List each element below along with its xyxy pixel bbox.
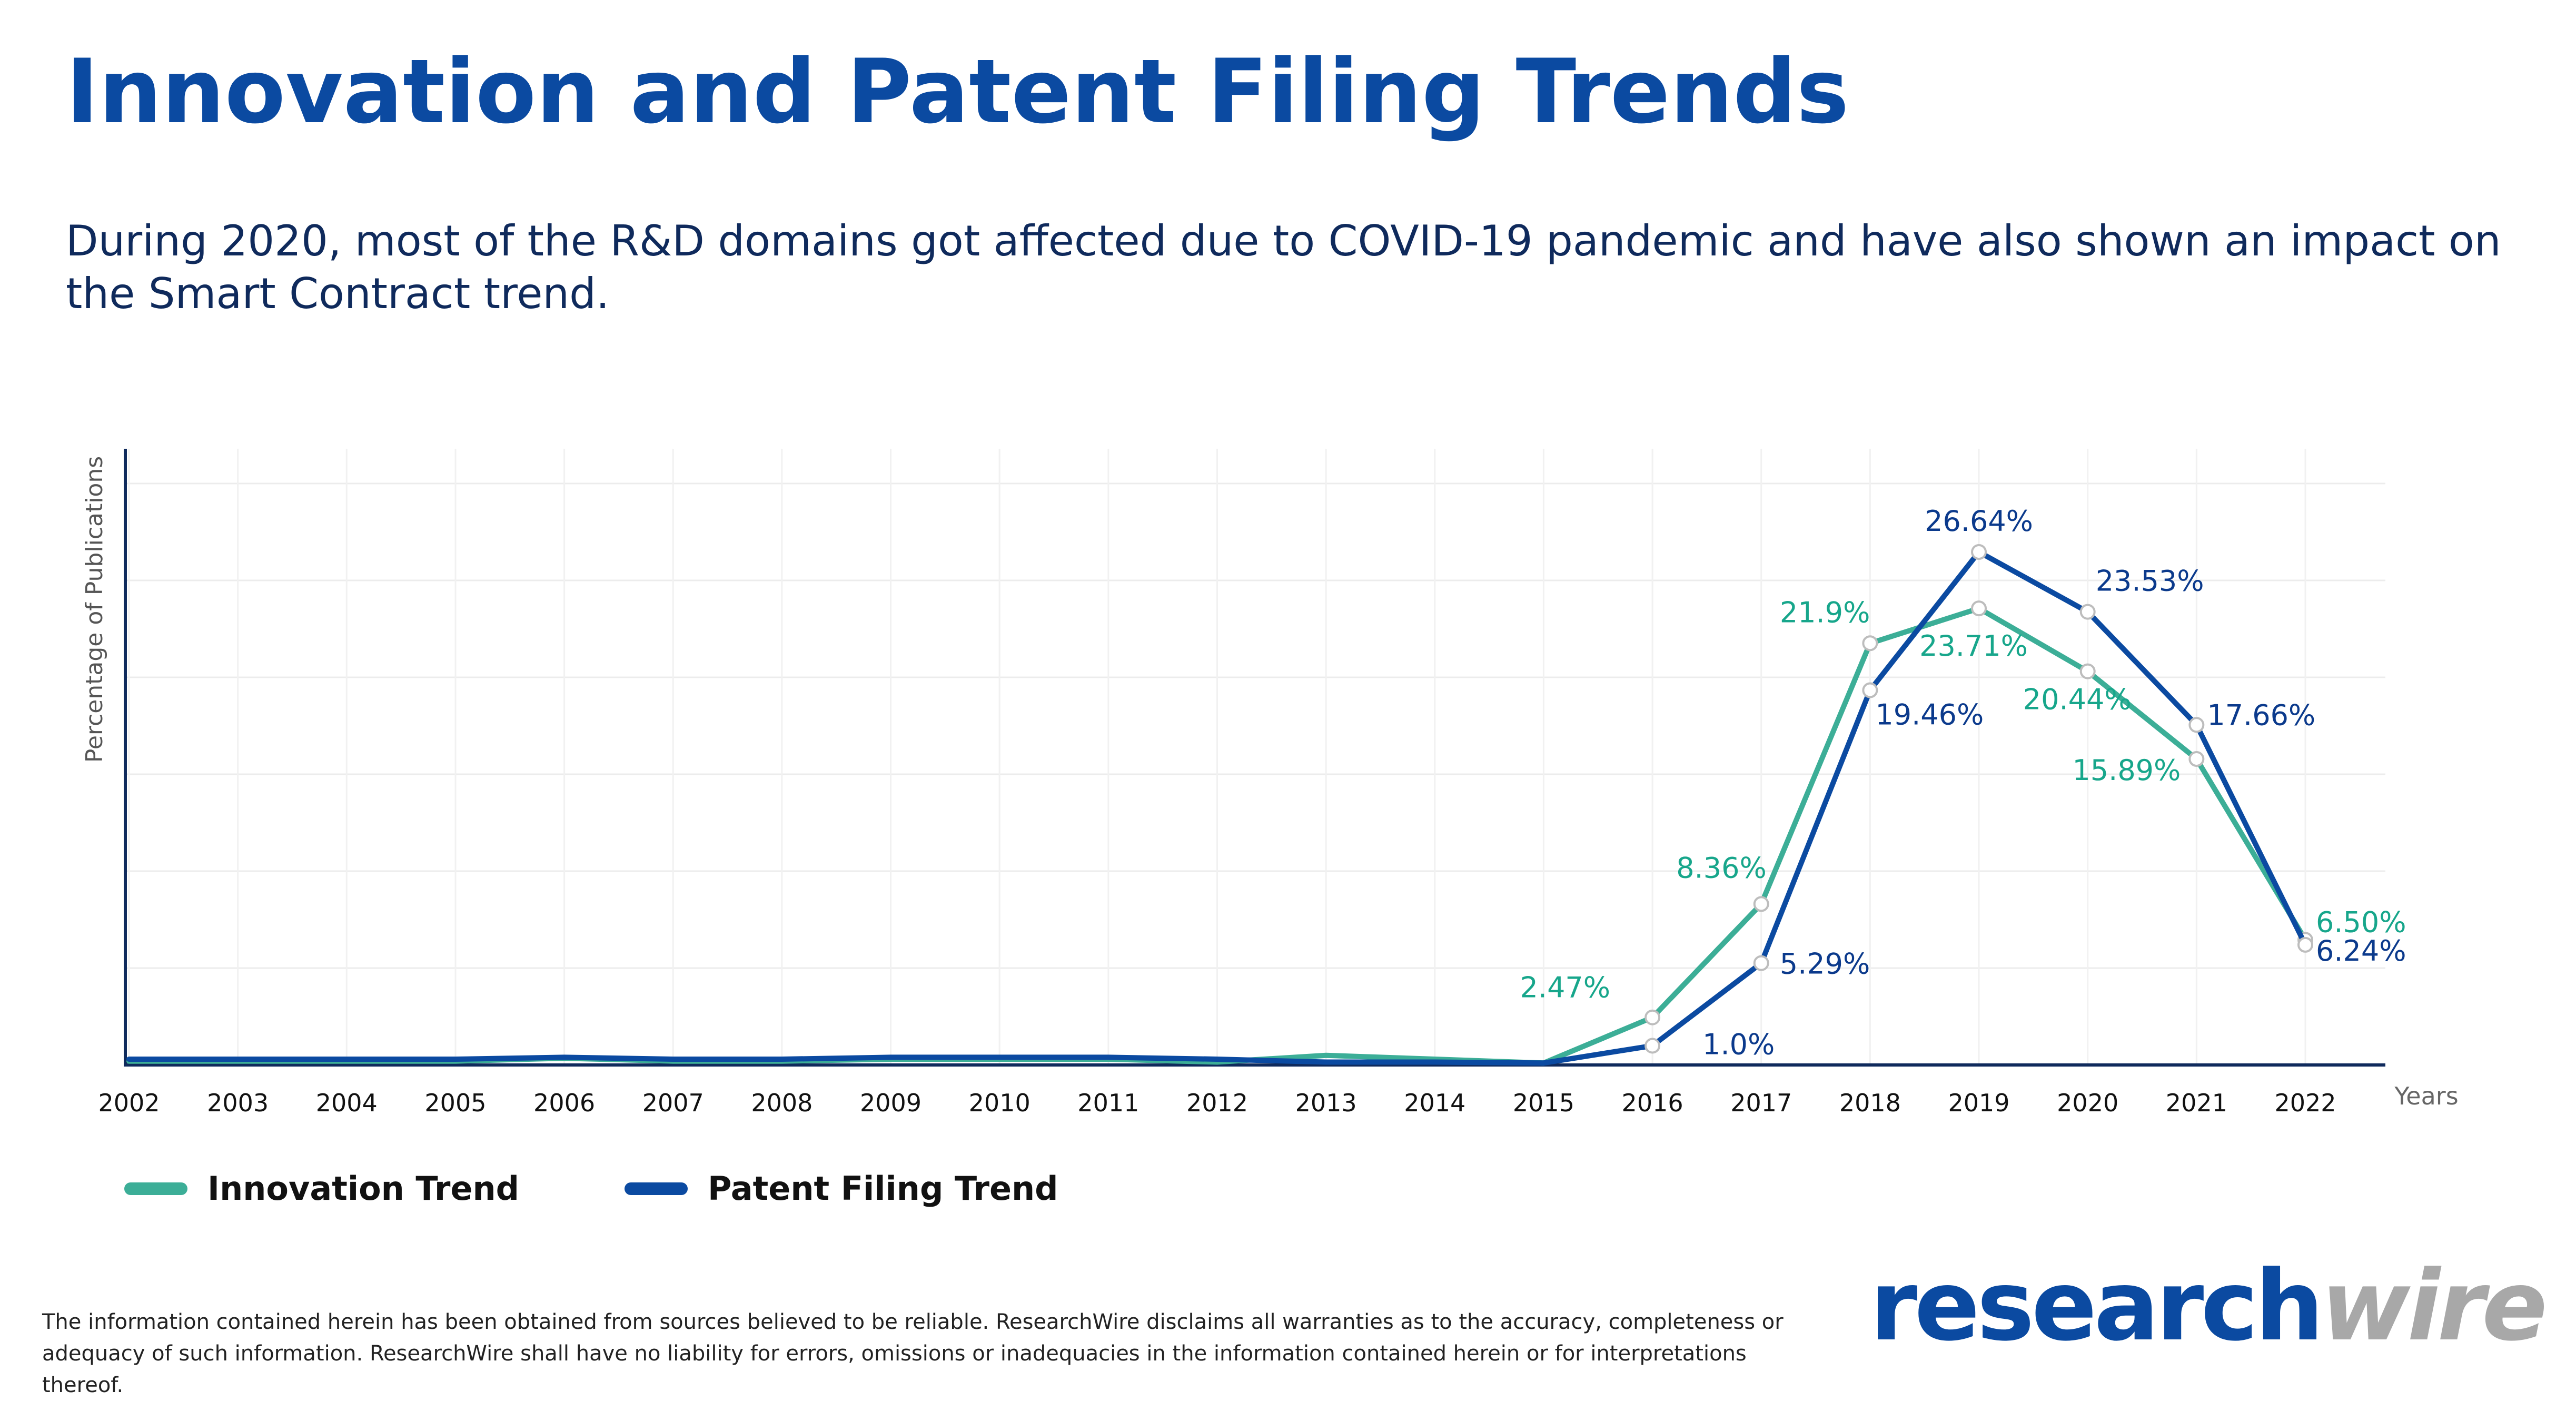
data-point-innovation: [1972, 601, 1986, 615]
data-point-patent: [2298, 938, 2312, 952]
data-label-patent: 17.66%: [2207, 698, 2315, 732]
x-tick-label: 2002: [98, 1089, 160, 1117]
chart-series: [129, 545, 2312, 1063]
data-point-patent: [2081, 605, 2095, 619]
data-point-patent: [1863, 683, 1877, 697]
data-point-patent: [1755, 956, 1768, 970]
x-tick-label: 2008: [751, 1089, 813, 1117]
x-tick-label: 2004: [316, 1089, 378, 1117]
chart-grid: [125, 449, 2385, 1065]
x-tick-label: 2003: [207, 1089, 269, 1117]
data-point-patent: [1646, 1039, 1659, 1052]
data-label-innovation: 8.36%: [1676, 851, 1767, 884]
x-tick-label: 2009: [860, 1089, 922, 1117]
data-point-innovation: [2189, 752, 2203, 766]
chart-legend: Innovation Trend Patent Filing Trend: [124, 1169, 1164, 1208]
data-label-patent: 5.29%: [1780, 948, 1870, 981]
data-label-patent: 19.46%: [1875, 698, 1984, 731]
data-label-patent: 26.64%: [1925, 505, 2033, 538]
y-axis-label: Percentage of Publications: [81, 456, 108, 763]
data-label-innovation: 21.9%: [1780, 596, 1870, 629]
page-subtitle: During 2020, most of the R&D domains got…: [66, 215, 2514, 320]
legend-item-patent: Patent Filing Trend: [625, 1169, 1058, 1208]
data-point-innovation: [1863, 636, 1877, 650]
data-label-innovation: 2.47%: [1520, 971, 1611, 1004]
brand-logo-secondary: wire: [2321, 1250, 2544, 1363]
data-point-innovation: [1755, 897, 1768, 911]
data-label-patent: 23.53%: [2096, 565, 2204, 598]
legend-label-patent: Patent Filing Trend: [708, 1169, 1058, 1208]
x-tick-label: 2006: [533, 1089, 595, 1117]
data-label-innovation: 23.71%: [1919, 629, 2028, 663]
x-axis-label: Years: [2394, 1082, 2458, 1110]
x-tick-label: 2022: [2274, 1089, 2336, 1117]
line-chart: 2002 2003 2004 2005 2006 2007 2008 2009 2010 2011…: [0, 411, 2576, 1148]
x-tick-label: 2007: [642, 1089, 704, 1117]
x-tick-label: 2013: [1295, 1089, 1357, 1117]
data-label-patent: 1.0%: [1702, 1028, 1775, 1061]
data-label-patent: 6.24%: [2316, 934, 2406, 968]
legend-item-innovation: Innovation Trend: [124, 1169, 519, 1208]
data-label-innovation: 15.89%: [2072, 754, 2181, 787]
x-tick-label: 2015: [1513, 1089, 1574, 1117]
data-point-patent: [1972, 545, 1986, 559]
x-tick-label: 2019: [1948, 1089, 2010, 1117]
x-tick-label: 2020: [2057, 1089, 2118, 1117]
data-point-innovation: [1646, 1011, 1659, 1024]
x-tick-label: 2018: [1839, 1089, 1901, 1117]
x-tick-label: 2010: [969, 1089, 1031, 1117]
x-tick-label: 2011: [1077, 1089, 1139, 1117]
legend-label-innovation: Innovation Trend: [207, 1169, 519, 1208]
x-tick-label: 2012: [1186, 1089, 1248, 1117]
x-tick-label: 2014: [1404, 1089, 1465, 1117]
x-tick-label: 2016: [1622, 1089, 1683, 1117]
legend-swatch-patent: [625, 1182, 688, 1195]
disclaimer-text: The information contained herein has bee…: [42, 1306, 1832, 1401]
x-tick-label: 2021: [2166, 1089, 2227, 1117]
brand-logo: researchwire: [1870, 1258, 2544, 1355]
x-tick-label: 2017: [1730, 1089, 1792, 1117]
data-label-innovation: 20.44%: [2023, 683, 2132, 716]
legend-swatch-innovation: [124, 1182, 187, 1195]
brand-logo-primary: research: [1870, 1250, 2321, 1363]
data-point-innovation: [2081, 665, 2095, 678]
x-tick-label: 2005: [424, 1089, 486, 1117]
page-title: Innovation and Patent Filing Trends: [66, 47, 1849, 136]
data-point-patent: [2189, 718, 2203, 732]
